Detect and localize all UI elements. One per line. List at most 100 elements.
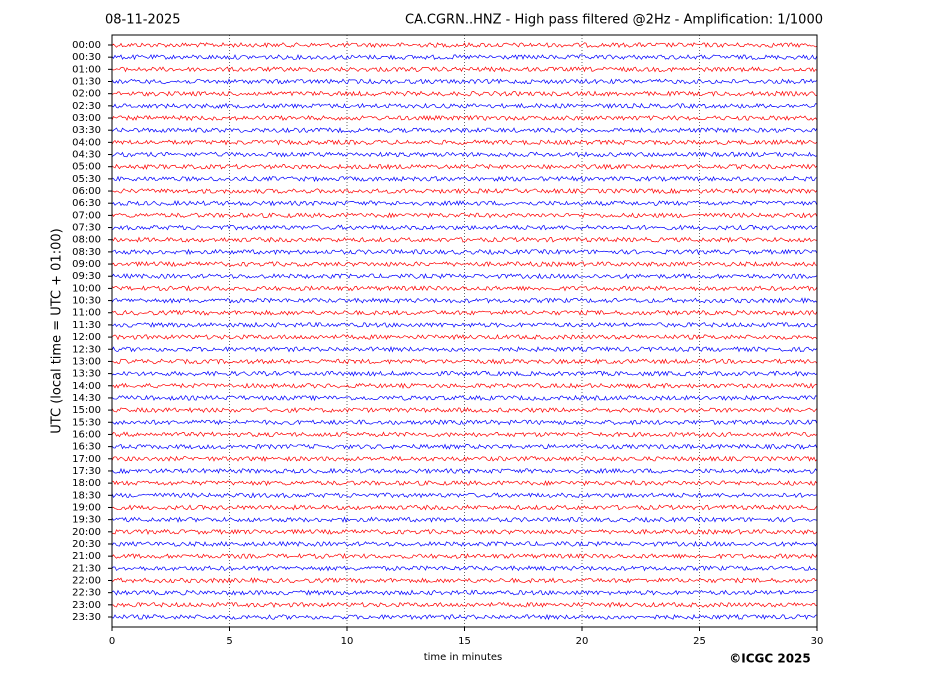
copyright: ©ICGC 2025: [729, 652, 811, 666]
y-tick-label: 08:30: [72, 247, 101, 258]
trace: [111, 407, 818, 414]
trace: [111, 236, 818, 244]
y-tick-label: 17:30: [72, 466, 101, 477]
y-tick-label: 18:30: [72, 490, 101, 501]
y-tick-label: 18:00: [72, 478, 101, 489]
trace: [111, 248, 818, 256]
trace: [111, 601, 818, 608]
y-tick-label: 17:00: [72, 454, 101, 465]
trace: [111, 53, 818, 61]
trace: [111, 127, 818, 134]
y-tick-label: 06:30: [72, 198, 101, 209]
trace: [111, 139, 818, 146]
y-tick-label: 16:30: [72, 442, 101, 453]
trace: [111, 212, 818, 219]
trace: [111, 272, 818, 280]
trace: [111, 297, 818, 304]
trace: [111, 431, 818, 438]
y-tick-label: 05:30: [72, 174, 101, 185]
trace: [111, 90, 818, 97]
y-tick-label: 03:00: [72, 113, 101, 124]
trace: [111, 78, 818, 85]
date: 08-11-2025: [105, 13, 181, 28]
y-tick-label: 10:30: [72, 296, 101, 307]
y-axis-label: UTC (local time = UTC + 01:00): [50, 228, 65, 433]
x-axis-label: time in minutes: [424, 652, 503, 663]
trace: [111, 613, 818, 621]
y-tick-label: 05:00: [72, 162, 101, 173]
trace: [111, 260, 818, 268]
trace: [111, 175, 818, 183]
y-tick-label: 13:30: [72, 369, 101, 380]
trace: [111, 200, 818, 207]
y-tick-label: 08:00: [72, 235, 101, 246]
y-tick-label: 13:00: [72, 356, 101, 367]
y-tick-label: 19:30: [72, 515, 101, 526]
y-tick-label: 11:00: [72, 308, 101, 319]
trace: [111, 382, 818, 390]
y-tick-label: 11:30: [72, 320, 101, 331]
y-tick-label: 20:30: [72, 539, 101, 550]
y-tick-label: 15:00: [72, 405, 101, 416]
y-tick-label: 19:00: [72, 502, 101, 513]
y-tick-label: 03:30: [72, 125, 101, 136]
trace: [111, 66, 818, 73]
y-tick-label: 21:30: [72, 563, 101, 574]
y-tick-label: 21:00: [72, 551, 101, 562]
y-tick-label: 09:30: [72, 271, 101, 282]
trace: [111, 467, 818, 474]
trace: [111, 102, 818, 109]
trace: [111, 358, 818, 365]
y-tick-label: 02:00: [72, 89, 101, 100]
trace: [111, 516, 818, 523]
y-tick-label: 02:30: [72, 101, 101, 112]
trace: [111, 394, 818, 402]
y-tick-label: 12:30: [72, 344, 101, 355]
y-tick-label: 23:30: [72, 612, 101, 623]
trace: [111, 455, 818, 462]
y-tick-label: 22:00: [72, 575, 101, 586]
trace: [111, 151, 818, 158]
trace: [111, 42, 818, 49]
y-tick-label: 12:00: [72, 332, 101, 343]
x-tick-label: 15: [458, 636, 471, 647]
trace: [111, 163, 818, 170]
y-tick-label: 14:00: [72, 381, 101, 392]
trace: [111, 589, 818, 596]
x-tick-label: 20: [576, 636, 589, 647]
trace: [111, 528, 818, 535]
trace: [111, 285, 818, 292]
trace: [111, 492, 818, 499]
x-tick-label: 25: [693, 636, 706, 647]
x-tick-label: 10: [341, 636, 354, 647]
x-tick-label: 5: [226, 636, 232, 647]
y-tick-label: 00:30: [72, 52, 101, 63]
y-tick-label: 20:00: [72, 527, 101, 538]
y-tick-label: 22:30: [72, 588, 101, 599]
y-tick-label: 04:00: [72, 137, 101, 148]
y-tick-label: 10:00: [72, 283, 101, 294]
y-tick-label: 09:00: [72, 259, 101, 270]
trace: [111, 346, 818, 353]
trace: [111, 577, 818, 584]
y-tick-label: 06:00: [72, 186, 101, 197]
trace: [111, 552, 818, 560]
trace: [111, 565, 818, 572]
y-tick-label: 04:30: [72, 150, 101, 161]
x-tick-label: 30: [811, 636, 824, 647]
trace: [111, 309, 818, 316]
y-tick-label: 15:30: [72, 417, 101, 428]
trace: [111, 419, 818, 426]
plot-area: [111, 35, 818, 627]
x-tick-label: 0: [109, 636, 115, 647]
trace: [111, 370, 818, 377]
trace: [111, 540, 818, 548]
y-tick-label: 14:30: [72, 393, 101, 404]
trace: [111, 334, 818, 341]
y-tick-label: 01:30: [72, 77, 101, 88]
trace: [111, 224, 817, 231]
y-tick-label: 16:00: [72, 429, 101, 440]
y-tick-label: 01:00: [72, 64, 101, 75]
